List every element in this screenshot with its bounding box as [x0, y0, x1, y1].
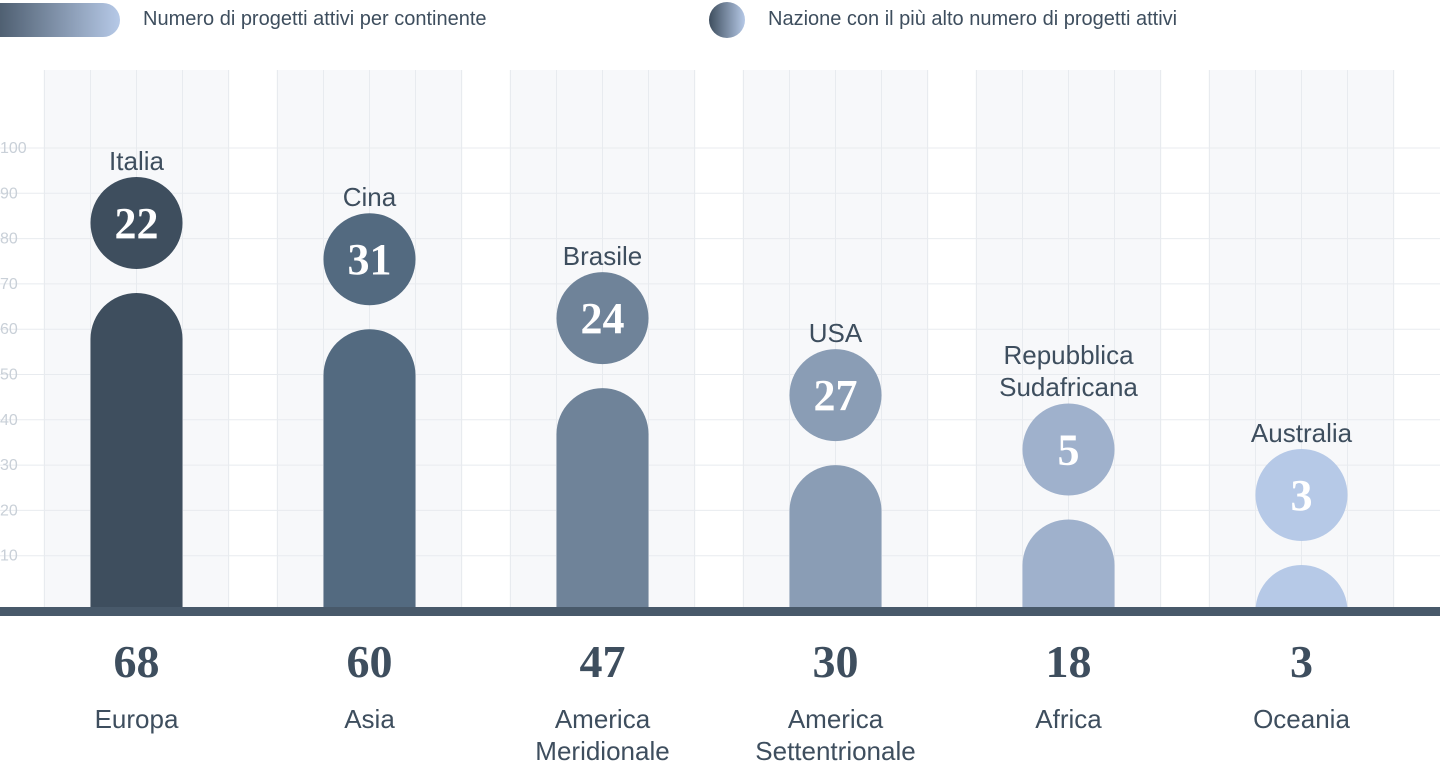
- legend-label: Numero di progetti attivi per continente: [143, 8, 487, 30]
- bar: [1255, 565, 1348, 611]
- y-tick-label: 70: [0, 276, 18, 293]
- bar: [90, 292, 183, 611]
- country-bubble: [1022, 403, 1115, 496]
- bar: [556, 388, 649, 611]
- country-label: Cina: [342, 182, 397, 213]
- legend-label: Nazione con il più alto numero di proget…: [768, 8, 1178, 30]
- x-tick-label: Europa: [94, 704, 179, 734]
- value-label: 18: [1045, 636, 1092, 687]
- y-tick-label: 90: [0, 185, 18, 202]
- value-label: 3: [1290, 636, 1313, 687]
- y-tick-label: 50: [0, 367, 18, 384]
- y-tick-label: 10: [0, 548, 18, 565]
- country-value: 27: [814, 371, 858, 420]
- country-bubble: [323, 213, 416, 306]
- value-label: 47: [579, 636, 626, 687]
- bar: [1022, 519, 1115, 611]
- value-label: 60: [346, 636, 393, 687]
- x-tick-label: America Meridionale: [535, 704, 670, 766]
- country-bubble: [1255, 449, 1348, 541]
- x-tick-label: Oceania: [1253, 704, 1350, 734]
- y-tick-label: 20: [0, 502, 18, 519]
- y-tick-label: 60: [0, 321, 18, 338]
- country-bubble: [90, 176, 183, 269]
- value-label: 68: [113, 636, 160, 687]
- y-tick-label: 30: [0, 457, 18, 474]
- value-label: 30: [812, 636, 859, 687]
- country-value: 3: [1291, 471, 1313, 520]
- x-tick-label: Africa: [1035, 704, 1102, 734]
- country-label: Repubblica Sudafricana: [999, 340, 1138, 403]
- axis-line: [0, 607, 1440, 616]
- country-label: Italia: [109, 145, 164, 176]
- y-tick-label: 80: [0, 231, 18, 248]
- country-bubble: [789, 349, 882, 442]
- legend-swatch: [0, 3, 120, 37]
- x-tick-label: Asia: [344, 704, 395, 734]
- y-tick-label: 40: [0, 412, 18, 429]
- y-tick-label: 100: [0, 140, 27, 157]
- country-label: Brasile: [562, 241, 643, 272]
- country-value: 31: [348, 235, 392, 284]
- bar: [789, 465, 882, 611]
- country-bubble: [556, 272, 649, 365]
- legend-swatch: [709, 2, 745, 38]
- x-tick-label: America Settentrionale: [755, 704, 916, 766]
- country-label: Australia: [1250, 418, 1353, 448]
- country-value: 22: [115, 199, 159, 248]
- country-label: USA: [808, 318, 863, 349]
- country-value: 5: [1058, 425, 1080, 474]
- bar: [323, 329, 416, 611]
- country-value: 24: [581, 294, 625, 343]
